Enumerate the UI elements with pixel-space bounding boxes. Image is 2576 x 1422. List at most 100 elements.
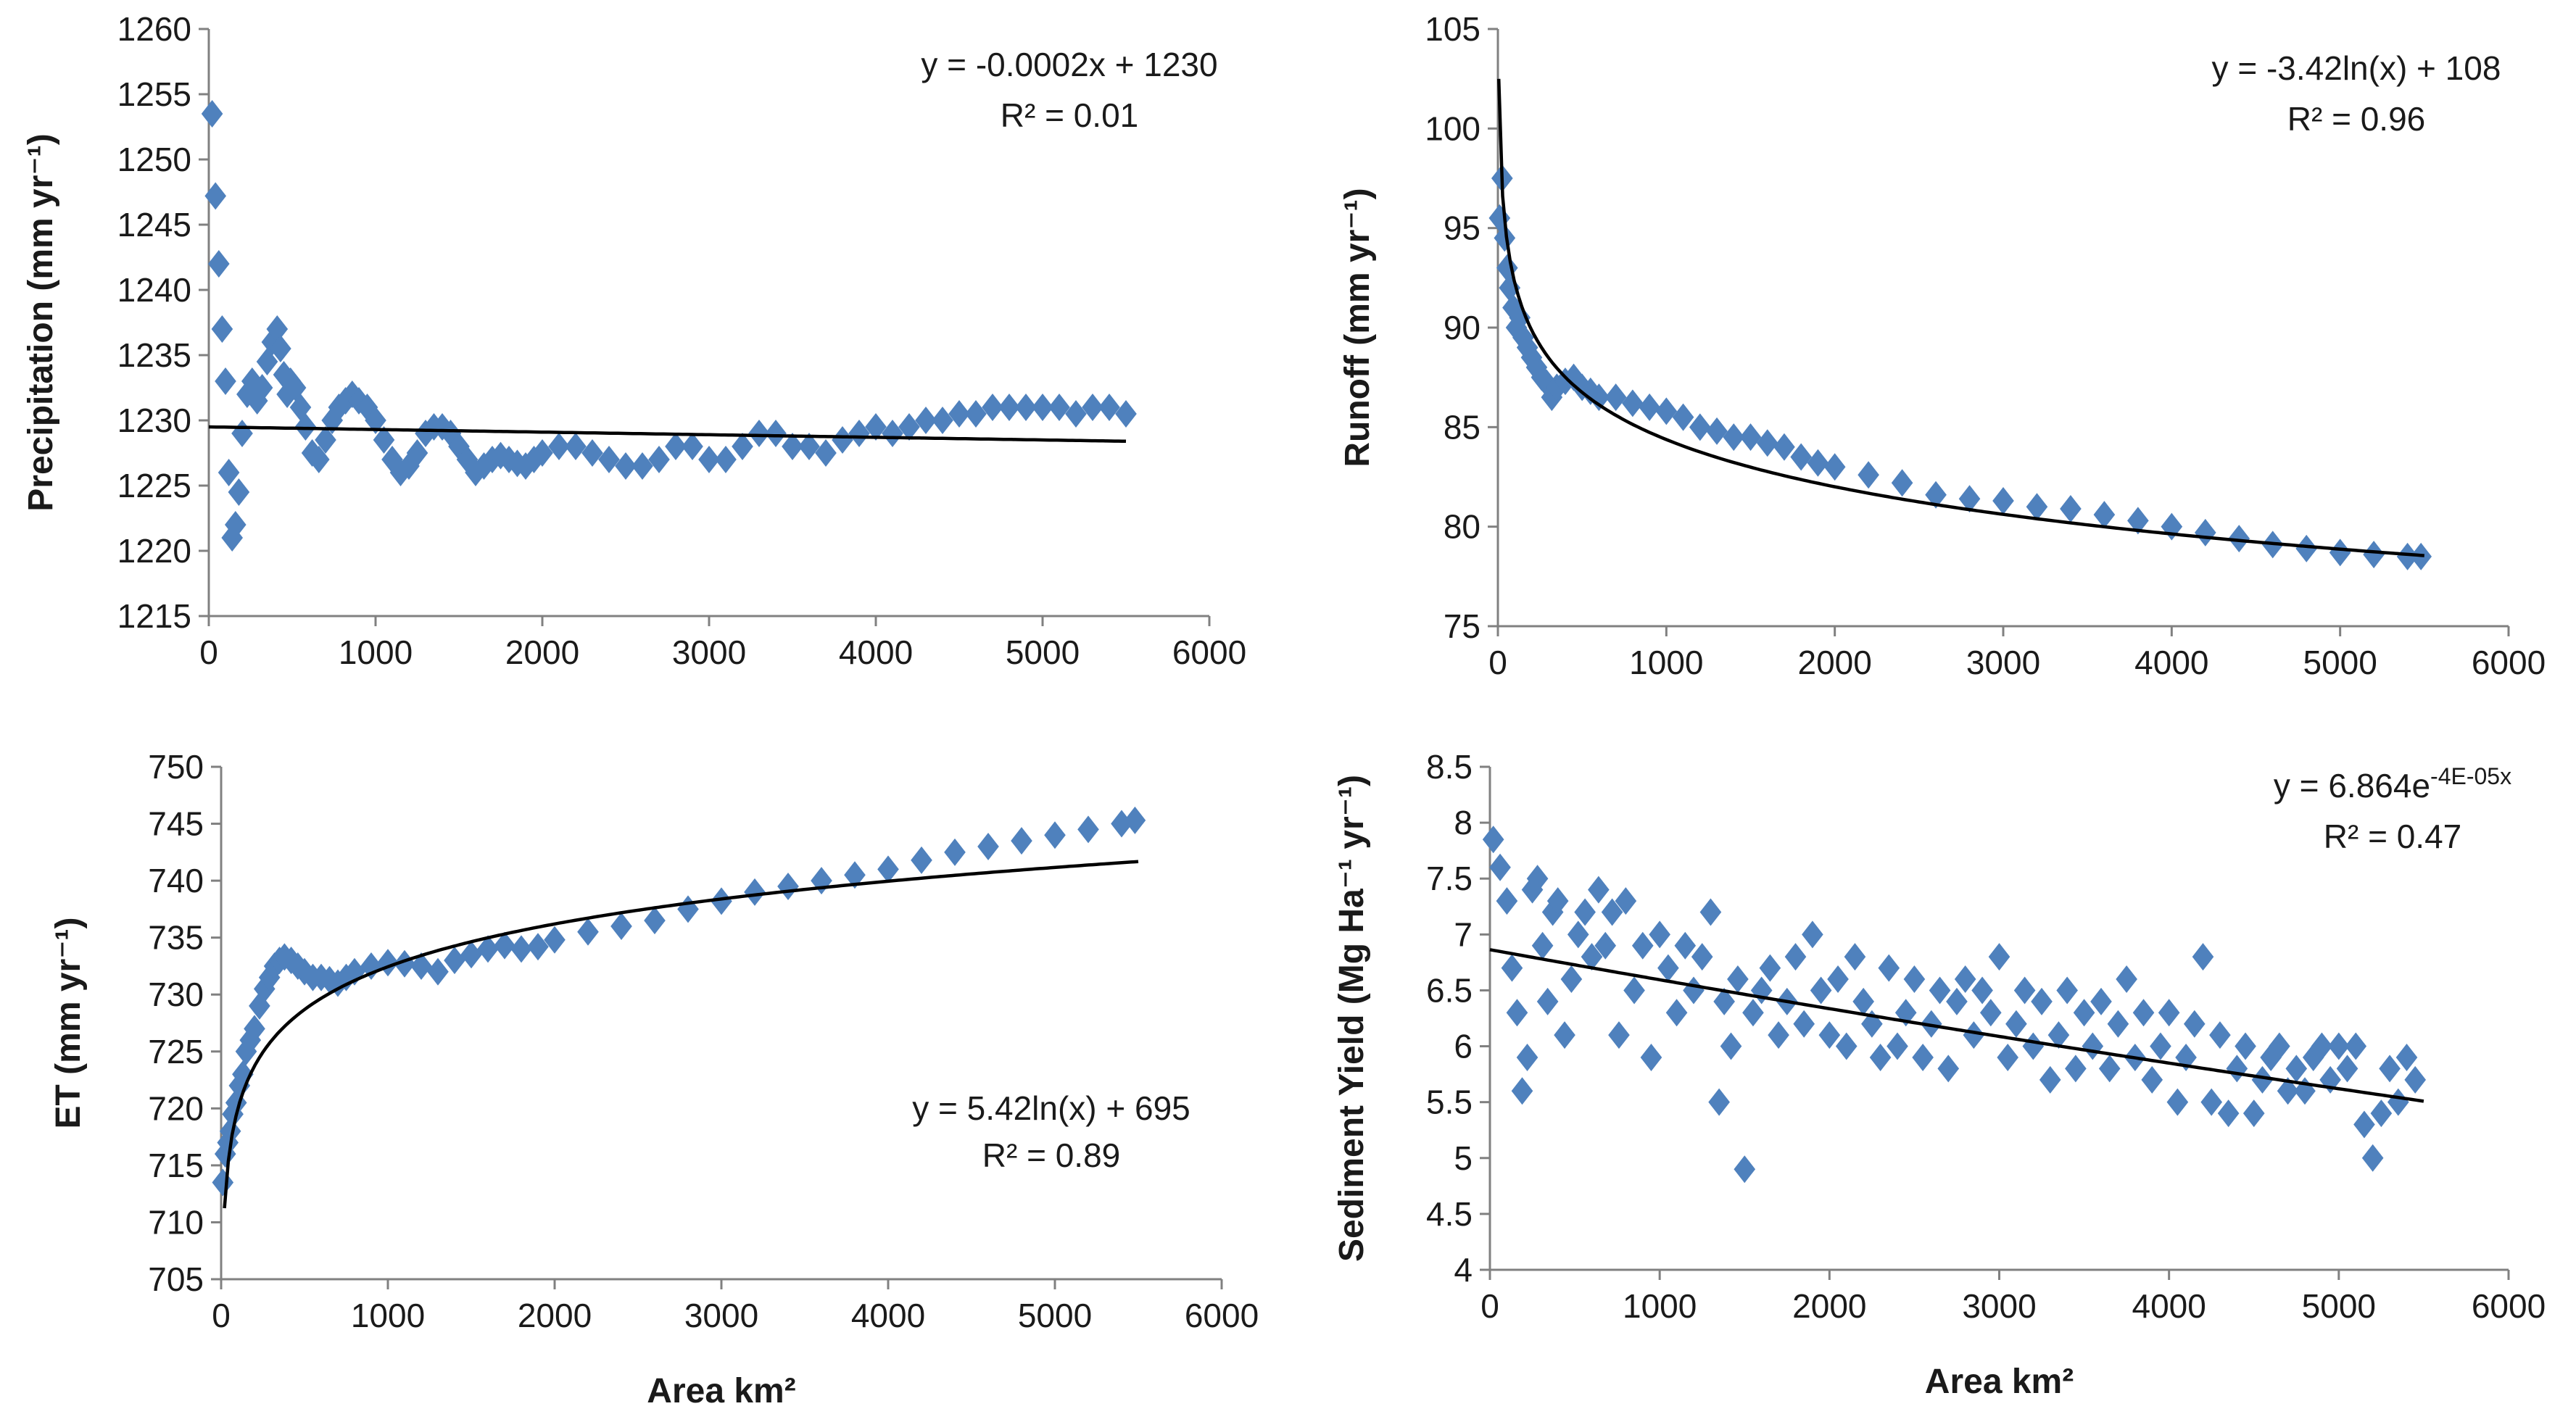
et-data-point — [1124, 806, 1146, 834]
precip-data-point — [415, 420, 436, 447]
sediment-data-point — [1560, 965, 1583, 994]
precip-data-point — [266, 315, 289, 343]
runoff-data-point — [2194, 518, 2216, 546]
precip-data-point — [365, 407, 386, 434]
et-data-point — [811, 867, 832, 895]
sediment-y-axis-title: Sediment Yield (Mg Ha⁻¹ yr⁻¹) — [1333, 775, 1371, 1262]
precip-data-point — [915, 407, 937, 434]
sediment-data-point — [1691, 943, 1713, 971]
et-y-tick-label: 710 — [148, 1203, 204, 1241]
et-data-point — [244, 1015, 265, 1043]
precip-data-point — [615, 452, 637, 480]
sediment-data-point — [1665, 999, 1688, 1027]
runoff-data-point — [2363, 541, 2385, 569]
precip-data-point — [1082, 394, 1103, 421]
runoff-equation: y = -3.42ln(x) + 108 — [2212, 49, 2501, 87]
runoff-y-tick-label: 85 — [1444, 408, 1480, 446]
precip-data-point — [665, 433, 687, 460]
sediment-data-point — [2047, 1021, 2070, 1049]
precip-data-point — [211, 315, 233, 343]
sediment-data-point — [1511, 1077, 1533, 1105]
precip-data-point — [381, 446, 403, 473]
et-x-tick-label: 0 — [212, 1297, 231, 1334]
runoff-data-point — [1790, 443, 1813, 471]
sediment-data-point — [2387, 1088, 2409, 1116]
precip-x-tick-label: 1000 — [339, 633, 413, 671]
sediment-data-point — [2294, 1077, 2316, 1105]
runoff-data-point — [1756, 429, 1778, 457]
runoff-y-tick-label: 75 — [1444, 607, 1480, 645]
sediment-data-point — [2166, 1088, 2189, 1116]
runoff-data-point — [1858, 461, 1879, 489]
sediment-data-point — [1852, 987, 1874, 1015]
runoff-x-tick-label: 1000 — [1629, 644, 1703, 681]
runoff-data-point — [1588, 383, 1610, 412]
sediment-data-point — [1912, 1043, 1934, 1071]
precip-data-point — [406, 439, 428, 467]
sediment-data-point — [1506, 999, 1528, 1027]
precip-data-point — [523, 446, 545, 473]
sediment-data-point — [1489, 853, 1511, 881]
sediment-data-point — [1835, 1032, 1858, 1060]
precip-y-tick-label: 1225 — [117, 467, 191, 504]
sediment-data-point — [2404, 1065, 2427, 1094]
sediment-data-point — [2065, 1055, 2087, 1083]
runoff-data-point — [1520, 344, 1543, 372]
et-data-point — [410, 952, 432, 980]
precip-data-point — [448, 433, 470, 460]
et-x-tick-label: 6000 — [1185, 1297, 1259, 1334]
precip-data-point — [548, 433, 570, 460]
sediment-data-point — [2361, 1144, 2384, 1172]
precip-data-point — [782, 433, 803, 460]
et-y-axis-title: ET (mm yr⁻¹) — [49, 917, 88, 1128]
et-x-axis-title: Area km² — [647, 1372, 795, 1410]
precip-data-point — [732, 433, 753, 460]
precip-data-point — [204, 182, 227, 210]
sediment-data-point — [1554, 1021, 1575, 1049]
et-y-tick-label: 705 — [148, 1260, 204, 1298]
sediment-data-point — [2039, 1065, 2061, 1094]
sediment-data-point — [1818, 1021, 1841, 1049]
runoff-data-point — [1509, 304, 1531, 332]
sediment-y-tick-label: 8 — [1454, 804, 1473, 841]
runoff-trendline — [1496, 78, 2424, 557]
sediment-x-tick-label: 4000 — [2132, 1287, 2206, 1325]
et-trendline — [223, 860, 1139, 1209]
sediment-y-tick-label: 8.5 — [1426, 748, 1473, 786]
precip-data-point — [1115, 400, 1137, 428]
runoff-x-tick-label: 4000 — [2134, 644, 2208, 681]
sediment-data-point — [1536, 987, 1559, 1015]
sediment-data-point — [1742, 999, 1764, 1027]
precip-y-tick-label: 1230 — [117, 402, 191, 439]
precip-data-point — [515, 452, 537, 480]
et-data-point — [510, 935, 532, 963]
sediment-data-point — [2345, 1032, 2367, 1060]
et-data-point — [1044, 821, 1066, 849]
runoff-x-tick-label: 6000 — [2472, 644, 2546, 681]
sediment-data-point — [2217, 1099, 2240, 1128]
runoff-data-point — [1672, 403, 1694, 431]
precip-r-squared: R² = 0.01 — [1001, 96, 1139, 134]
runoff-data-point — [1891, 469, 1913, 497]
precip-data-point — [389, 459, 412, 486]
sediment-data-point — [1937, 1055, 1960, 1083]
runoff-panel: 75 80 85 90 95 100 105 0 1000 2000 3000 4000 5000 600… — [1338, 10, 2546, 681]
sediment-data-point — [2242, 1099, 2265, 1128]
sediment-data-point — [1997, 1043, 2019, 1071]
sediment-data-point — [1768, 1021, 1789, 1049]
precip-y-tick-label: 1255 — [117, 75, 191, 113]
runoff-data-point — [1505, 314, 1528, 341]
et-data-point — [427, 957, 449, 986]
runoff-data-point — [2329, 539, 2351, 567]
sediment-data-point — [1674, 931, 1697, 960]
runoff-data-point — [2026, 493, 2048, 521]
sediment-data-point — [1708, 1088, 1730, 1116]
sediment-equation: y = 6.864e-4E-05x — [2274, 763, 2511, 804]
sediment-data-point — [2107, 1010, 2129, 1038]
precip-y-tick-label: 1260 — [117, 10, 191, 48]
precip-data-point — [228, 478, 250, 506]
precip-data-point — [270, 335, 291, 362]
sediment-data-point — [2150, 1032, 2171, 1060]
